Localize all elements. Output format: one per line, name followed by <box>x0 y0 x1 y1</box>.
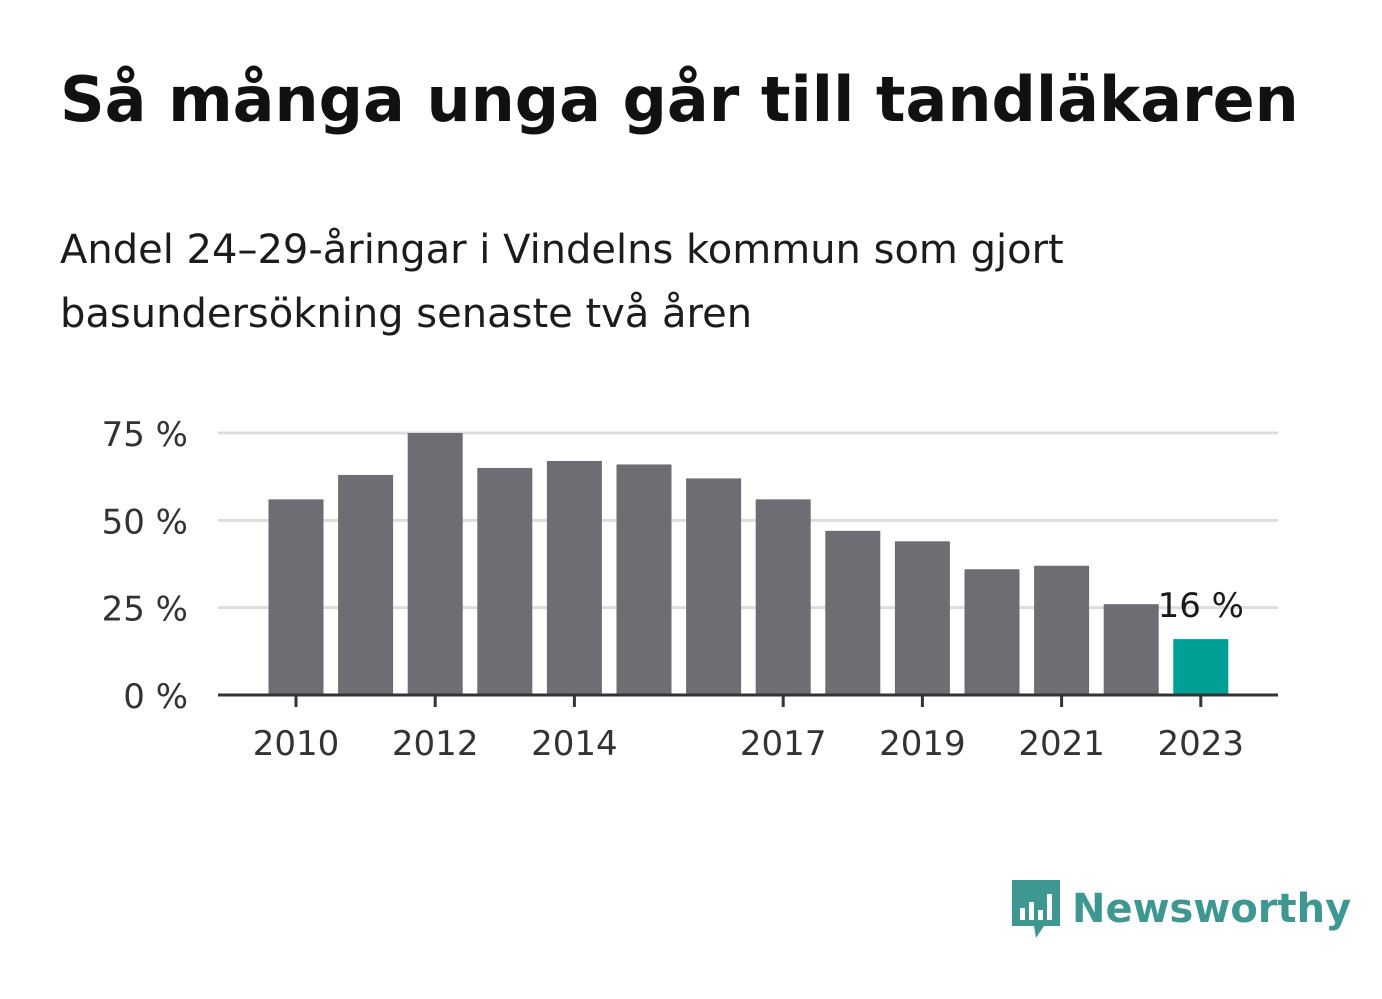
bar-2023 <box>1173 639 1229 695</box>
bar-2022 <box>1103 604 1159 695</box>
brand-name: Newsworthy <box>1072 886 1352 932</box>
bar-2018 <box>825 530 881 695</box>
bar-2012 <box>407 433 463 695</box>
highlight-value-label: 16 % <box>1158 586 1244 626</box>
x-tick-label: 2014 <box>531 724 618 764</box>
y-tick-label: 75 % <box>102 415 188 455</box>
bar-2013 <box>477 467 533 695</box>
bar-2011 <box>338 474 394 695</box>
y-tick-label: 25 % <box>102 590 188 630</box>
grid-lines <box>218 431 1278 610</box>
chart-subtitle: Andel 24–29-åringar i Vindelns kommun so… <box>60 227 1064 337</box>
bars <box>268 433 1229 695</box>
x-tick-label: 2012 <box>392 724 479 764</box>
x-axis <box>218 693 1278 707</box>
bar-2019 <box>894 541 950 695</box>
bar-2021 <box>1034 565 1090 695</box>
y-tick-label: 0 % <box>123 677 188 717</box>
bar-2010 <box>268 499 324 695</box>
brand: Newsworthy <box>1010 878 1351 940</box>
bar-2020 <box>964 569 1020 695</box>
bar-2016 <box>686 478 742 695</box>
x-tick-label: 2019 <box>879 724 966 764</box>
x-tick-label: 2023 <box>1158 724 1245 764</box>
newsworthy-logo-icon <box>1012 880 1060 938</box>
y-tick-label: 50 % <box>102 502 188 542</box>
bar-2017 <box>755 499 811 695</box>
x-tick-label: 2010 <box>253 724 340 764</box>
bar-2014 <box>546 460 602 695</box>
labels: 0 % 25 % 50 % 75 % 2010 2012 2014 2017 2019 2021 2… <box>102 415 1244 764</box>
chart-title: Så många unga går till tandläkaren <box>60 63 1299 136</box>
bar-2015 <box>616 464 672 695</box>
x-tick-label: 2021 <box>1018 724 1105 764</box>
x-tick-label: 2017 <box>740 724 827 764</box>
